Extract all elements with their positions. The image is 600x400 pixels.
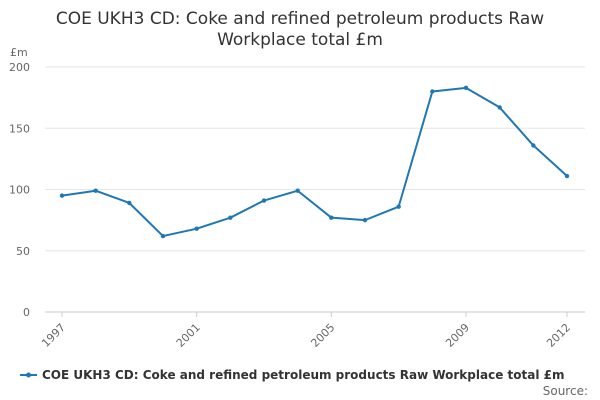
data-point [329, 215, 334, 220]
y-tick-label: 50 [16, 245, 30, 258]
x-tick-label: 2005 [308, 321, 337, 350]
data-point [93, 188, 98, 193]
data-point [531, 143, 536, 148]
x-tick-label: 1997 [39, 321, 68, 350]
data-point [295, 188, 300, 193]
x-tick-label: 2001 [174, 321, 203, 350]
data-point [497, 105, 502, 110]
chart-title-line-2: Workplace total £m [217, 30, 383, 50]
data-point [362, 217, 368, 223]
x-tick-label: 2012 [544, 321, 573, 350]
data-point [228, 215, 233, 220]
data-point [430, 89, 435, 94]
data-point [396, 204, 401, 209]
legend-label: COE UKH3 CD: Coke and refined petroleum … [42, 368, 564, 382]
data-point [127, 200, 132, 206]
y-tick-label: 150 [9, 122, 30, 135]
source-label: Source: [543, 384, 588, 398]
y-axis-unit: £m [10, 46, 28, 59]
legend[interactable]: COE UKH3 CD: Coke and refined petroleum … [20, 368, 564, 382]
x-tick-label: 2009 [443, 321, 472, 350]
y-tick-label: 100 [9, 184, 30, 197]
data-point [194, 226, 199, 231]
y-tick-label: 0 [23, 306, 30, 319]
gridlines [45, 66, 585, 313]
legend-swatch-marker [26, 372, 31, 378]
series-group [59, 85, 570, 239]
y-tick-label: 200 [9, 61, 30, 74]
y-axis-ticks: 0 50 100 150 200 [9, 61, 30, 319]
data-point [564, 173, 570, 179]
x-axis-ticks: 1997 2001 2005 2009 2012 [39, 312, 573, 350]
data-point [59, 193, 65, 198]
data-point [463, 85, 469, 91]
chart-title-line-1: COE UKH3 CD: Coke and refined petroleum … [56, 9, 544, 29]
series-line [61, 86, 568, 238]
data-point [160, 233, 166, 239]
data-point [261, 198, 267, 203]
